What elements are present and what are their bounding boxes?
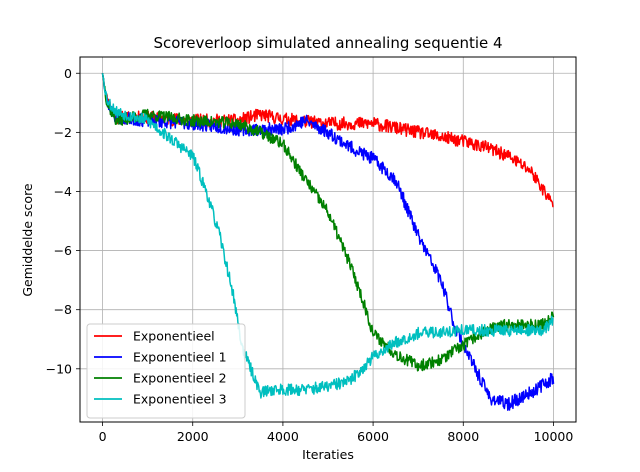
legend-label: Exponentieel 2 <box>133 371 227 386</box>
y-axis-label: Gemiddelde score <box>20 183 35 297</box>
x-tick-label: 2000 <box>177 429 209 444</box>
x-tick-label: 6000 <box>357 429 389 444</box>
legend-label: Exponentieel 3 <box>133 392 227 407</box>
series-line <box>101 73 554 399</box>
y-tick-label: −6 <box>54 243 72 258</box>
plot-frame <box>79 56 577 423</box>
series-lines <box>101 73 555 411</box>
y-tick-label: −8 <box>54 302 72 317</box>
y-tick-label: 0 <box>64 66 72 81</box>
x-tick-label: 0 <box>99 429 107 444</box>
y-tick-label: −10 <box>46 361 72 376</box>
legend-box <box>86 323 246 419</box>
axis-ticks: 0 2000 4000 6000 8000 10000 0 −2 −4 −6 −8 −10 <box>46 66 574 444</box>
y-tick-label: −2 <box>54 125 72 140</box>
x-tick-label: 8000 <box>447 429 479 444</box>
legend: Exponentieel Exponentieel 1 Exponentieel 2… <box>86 323 246 419</box>
y-tick-label: −4 <box>54 184 72 199</box>
legend-label: Exponentieel 1 <box>133 350 227 365</box>
x-tick-label: 4000 <box>267 429 299 444</box>
chart-title: Scoreverloop simulated annealing sequent… <box>153 34 502 52</box>
x-tick-label: 10000 <box>534 429 574 444</box>
series-line <box>101 73 555 372</box>
legend-label: Exponentieel <box>133 329 215 344</box>
x-axis-label: Iteraties <box>302 447 354 462</box>
